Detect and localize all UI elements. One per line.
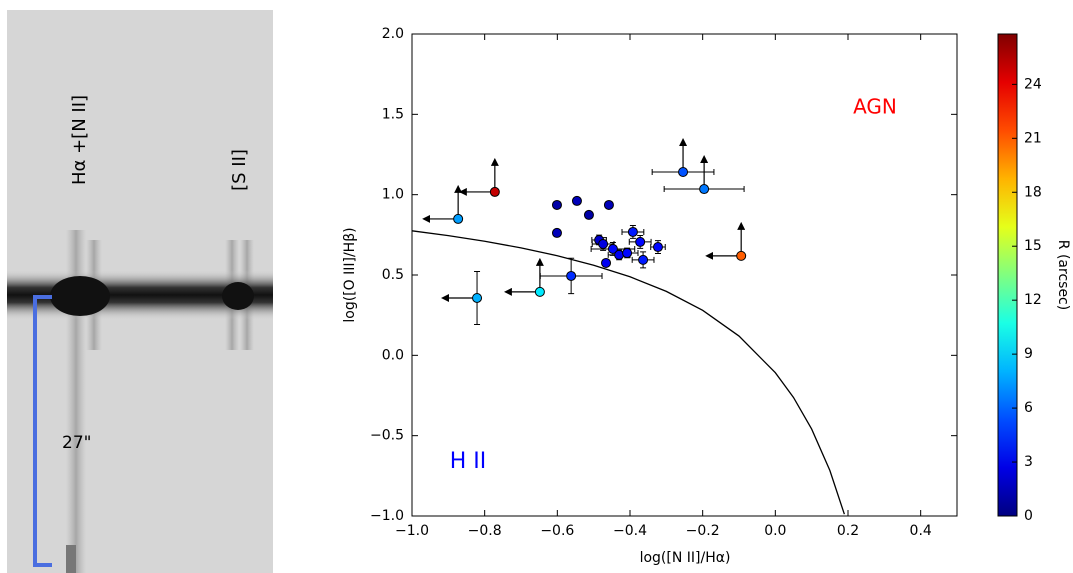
colorbar-label: R (arcsec) <box>1055 240 1071 310</box>
y-tick-label: 1.5 <box>382 106 404 122</box>
x-tick-label: −0.6 <box>540 523 574 539</box>
colorbar-tick-label: 3 <box>1024 454 1033 470</box>
scatter-point <box>603 199 614 210</box>
colorbar-tick-label: 9 <box>1024 346 1033 362</box>
colorbar-tick-label: 12 <box>1024 292 1042 308</box>
colorbar-tick-label: 18 <box>1024 184 1042 200</box>
scatter-point <box>635 236 646 247</box>
colorbar <box>997 33 1018 517</box>
spectrum-image: Hα +[N II] [S II] 27" <box>7 10 273 573</box>
scatter-point <box>489 186 500 197</box>
scatter-point <box>566 270 577 281</box>
scatter-point <box>453 213 464 224</box>
boundary-curve <box>411 230 845 515</box>
scatter-point <box>571 195 582 206</box>
scatter-point <box>607 243 618 254</box>
scatter-point <box>601 257 612 268</box>
scatter-point <box>583 209 594 220</box>
scatter-point <box>652 242 663 253</box>
scatter-point <box>551 199 562 210</box>
y-tick-label: 0.5 <box>382 267 404 283</box>
x-tick-label: −0.2 <box>686 523 720 539</box>
x-tick-label: −0.4 <box>613 523 647 539</box>
x-tick-label: −0.8 <box>468 523 502 539</box>
colorbar-tick-label: 0 <box>1024 508 1033 524</box>
y-tick-label: 0.0 <box>382 347 404 363</box>
y-tick-label: −1.0 <box>370 508 404 524</box>
annotation: H II <box>450 449 487 474</box>
scatter-point <box>638 254 649 265</box>
scatter-point <box>678 167 689 178</box>
colorbar-tick-label: 24 <box>1024 76 1042 92</box>
x-tick-label: 0.0 <box>764 523 786 539</box>
scatter-point <box>598 238 609 249</box>
scale-label: 27" <box>62 433 91 453</box>
scatter-point <box>622 247 633 258</box>
annotation: AGN <box>853 95 897 119</box>
line-label: Hα +[N II] <box>69 95 90 185</box>
scatter-point <box>534 286 545 297</box>
x-tick-label: −1.0 <box>395 523 429 539</box>
scatter-point <box>736 250 747 261</box>
y-axis-label: log([O III]/Hβ) <box>342 227 358 322</box>
y-tick-label: 1.0 <box>382 187 404 203</box>
colorbar-tick-label: 21 <box>1024 130 1042 146</box>
y-tick-label: 2.0 <box>382 26 404 42</box>
scatter-point <box>699 184 710 195</box>
scatter-point <box>627 226 638 237</box>
line-label: [S II] <box>229 149 250 191</box>
x-tick-label: 0.2 <box>837 523 859 539</box>
x-tick-label: 0.4 <box>910 523 932 539</box>
y-tick-label: −0.5 <box>370 428 404 444</box>
colorbar-tick-label: 6 <box>1024 400 1033 416</box>
colorbar-tick-label: 15 <box>1024 238 1042 254</box>
x-axis-label: log([N II]/Hα) <box>640 550 731 566</box>
scatter-point <box>551 227 562 238</box>
scatter-point <box>472 292 483 303</box>
